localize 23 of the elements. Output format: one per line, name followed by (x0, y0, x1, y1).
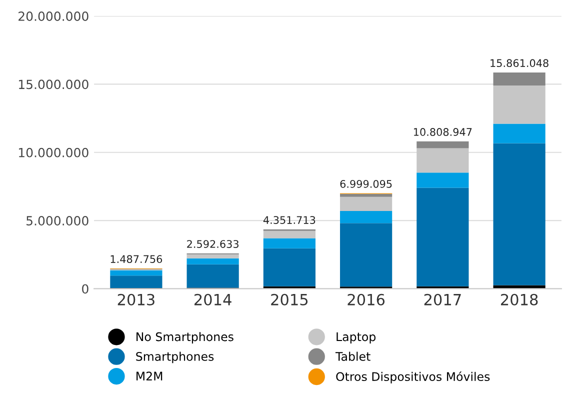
legend-label: Laptop (336, 332, 376, 344)
y-tick-label: 0 (82, 284, 88, 294)
legend-label: M2M (136, 372, 162, 380)
total-label: 4.351.713 (263, 216, 316, 224)
total-label: 15.861.048 (490, 59, 548, 68)
y-tick-label: 15.000.000 (18, 80, 88, 90)
total-label: 1.487.756 (110, 255, 162, 264)
legend-label: Otros Dispositivos Móviles (336, 371, 490, 384)
y-tick-label: 20.000.000 (18, 12, 88, 21)
x-tick-label: 2018 (500, 294, 538, 306)
x-tick-label: 2013 (118, 294, 154, 306)
total-label: 2.592.633 (187, 240, 238, 248)
total-label: 6.999.095 (340, 180, 392, 188)
x-tick-label: 2014 (194, 294, 232, 306)
y-tick-label: 10.000.000 (18, 148, 88, 158)
x-tick-label: 2015 (271, 294, 308, 306)
x-tick-label: 2017 (424, 294, 461, 306)
total-label: 10.808.947 (414, 128, 472, 136)
legend-label: Tablet (335, 352, 370, 361)
y-tick-label: 5.000.000 (26, 216, 88, 226)
legend-label: Smartphones (136, 352, 214, 364)
x-tick-label: 2016 (348, 294, 385, 306)
legend-label: No Smartphones (136, 332, 234, 344)
